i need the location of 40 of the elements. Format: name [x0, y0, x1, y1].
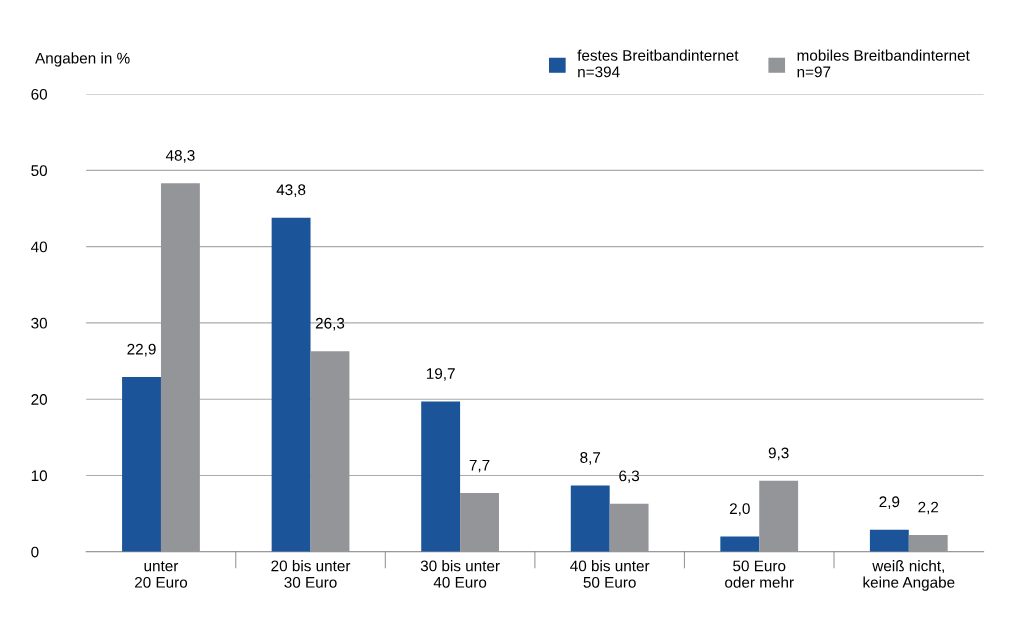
x-tick-label: 40 bis unter 50 Euro: [570, 560, 650, 588]
x-tick-label: unter 20 Euro: [134, 561, 188, 588]
x-tick-label: 50 Euro oder mehr: [725, 560, 794, 588]
data-label: 7,7: [469, 459, 490, 473]
y-tick-label: 10: [31, 470, 48, 482]
data-label: 2,0: [729, 503, 750, 516]
bar: [609, 503, 649, 552]
data-label: 19,7: [426, 368, 455, 381]
bar: [421, 401, 461, 552]
data-label: 2,2: [918, 501, 939, 515]
data-label: 43,8: [276, 184, 306, 197]
bar: [160, 183, 200, 552]
y-tick-label: 60: [31, 88, 48, 100]
bar: [908, 534, 948, 552]
bar: [310, 351, 350, 552]
x-tick-label: weiß nicht, keine Angabe: [863, 560, 955, 591]
data-label: 26,3: [315, 317, 345, 331]
bar: [122, 377, 161, 552]
y-tick-label: 50: [31, 165, 48, 177]
legend-label: festes Breitbandinternet n=394: [577, 49, 739, 78]
y-axis-title: Angaben in %: [35, 52, 130, 67]
y-tick-label: 0: [31, 546, 39, 558]
bar: [570, 485, 610, 552]
data-label: 9,3: [768, 447, 789, 461]
x-tick-label: 30 bis unter 40 Euro: [420, 560, 500, 588]
y-tick-label: 20: [31, 394, 48, 405]
bar: [869, 529, 909, 552]
legend-label: mobiles Breitbandinternet n=97: [797, 49, 970, 78]
bar: [759, 480, 799, 552]
data-label: 8,7: [580, 452, 601, 465]
data-label: 48,3: [165, 150, 195, 163]
bar: [460, 493, 499, 552]
y-tick-label: 30: [31, 317, 48, 329]
bar: [271, 217, 311, 552]
x-tick-label: 20 bis unter 30 Euro: [271, 560, 351, 588]
data-label: 2,9: [879, 496, 900, 509]
y-tick-label: 40: [30, 241, 48, 253]
data-label: 22,9: [127, 343, 156, 357]
data-label: 6,3: [619, 470, 640, 484]
bar: [720, 536, 760, 552]
